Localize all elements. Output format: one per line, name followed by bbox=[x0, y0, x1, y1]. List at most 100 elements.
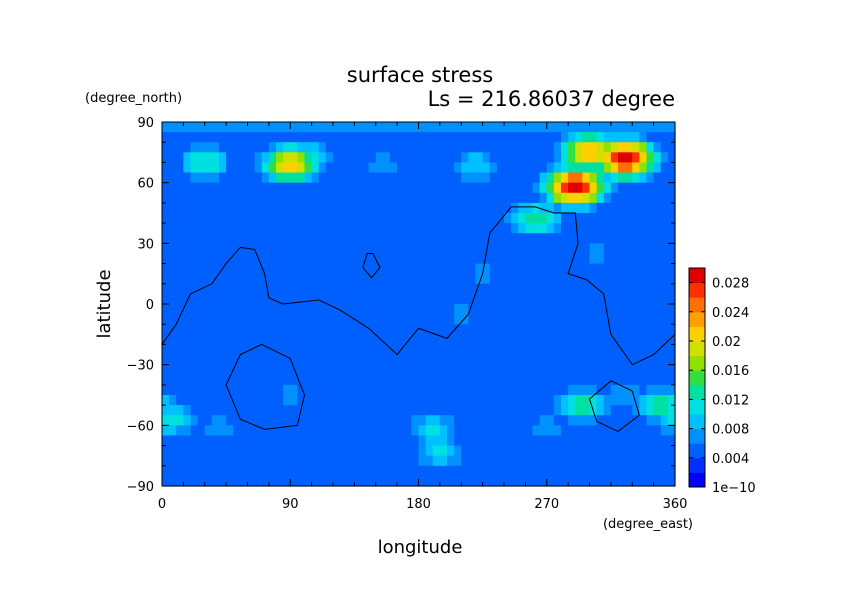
heatmap-cell bbox=[603, 405, 612, 416]
heatmap-cell bbox=[667, 142, 676, 153]
heatmap-cell bbox=[575, 475, 583, 487]
heatmap-cell bbox=[461, 172, 469, 184]
heatmap-cell bbox=[610, 192, 619, 204]
heatmap-cell bbox=[311, 293, 320, 305]
heatmap-cell bbox=[475, 273, 484, 285]
heatmap-cell bbox=[347, 122, 355, 133]
heatmap-cell bbox=[240, 283, 249, 295]
heatmap-cell bbox=[482, 465, 491, 477]
heatmap-cell bbox=[290, 415, 298, 426]
heatmap-cell bbox=[525, 162, 534, 174]
heatmap-cell bbox=[290, 263, 298, 275]
heatmap-cell bbox=[496, 202, 505, 214]
heatmap-cell bbox=[375, 122, 384, 133]
heatmap-cell bbox=[318, 202, 327, 214]
heatmap-cell bbox=[283, 475, 291, 487]
heatmap-cell bbox=[553, 152, 562, 164]
heatmap-cell bbox=[618, 263, 626, 275]
heatmap-cell bbox=[304, 364, 313, 376]
heatmap-cell bbox=[461, 122, 469, 133]
heatmap-cell bbox=[511, 162, 519, 174]
heatmap-cell bbox=[625, 405, 633, 416]
heatmap-cell bbox=[390, 475, 398, 487]
heatmap-cell bbox=[211, 283, 220, 295]
heatmap-cell bbox=[226, 354, 234, 366]
heatmap-cell bbox=[162, 142, 170, 153]
heatmap-cell bbox=[375, 455, 384, 467]
heatmap-cell bbox=[375, 395, 384, 406]
heatmap-cell bbox=[575, 334, 583, 346]
x-tick-label: 0 bbox=[158, 497, 166, 512]
heatmap-cell bbox=[461, 283, 469, 295]
heatmap-cell bbox=[176, 384, 184, 396]
heatmap-cell bbox=[525, 243, 534, 255]
heatmap-cell bbox=[247, 283, 256, 295]
heatmap-cell bbox=[568, 233, 576, 244]
heatmap-cell bbox=[411, 283, 420, 295]
heatmap-cell bbox=[311, 132, 320, 143]
heatmap-cell bbox=[169, 253, 177, 265]
heatmap-cell bbox=[568, 475, 576, 487]
heatmap-cell bbox=[632, 273, 640, 285]
heatmap-cell bbox=[197, 354, 206, 366]
heatmap-cell bbox=[589, 273, 598, 285]
heatmap-cell bbox=[653, 344, 662, 356]
heatmap-cell bbox=[190, 213, 199, 224]
heatmap-cell bbox=[176, 152, 184, 164]
heatmap-cell bbox=[468, 253, 477, 265]
heatmap-cell bbox=[532, 122, 541, 133]
heatmap-cell bbox=[439, 445, 448, 457]
heatmap-cell bbox=[297, 395, 306, 406]
heatmap-cell bbox=[518, 374, 526, 386]
heatmap-cell bbox=[504, 304, 512, 315]
heatmap-cell bbox=[411, 395, 420, 406]
heatmap-cell bbox=[639, 304, 648, 315]
heatmap-cell bbox=[468, 223, 477, 234]
heatmap-cell bbox=[390, 455, 398, 467]
heatmap-cell bbox=[240, 334, 249, 346]
heatmap-cell bbox=[162, 354, 170, 366]
heatmap-cell bbox=[204, 223, 213, 234]
heatmap-cell bbox=[553, 243, 562, 255]
heatmap-cell bbox=[404, 172, 412, 184]
heatmap-cell bbox=[539, 314, 548, 325]
heatmap-cell bbox=[276, 223, 284, 234]
heatmap-cell bbox=[304, 395, 313, 406]
heatmap-cell bbox=[176, 445, 184, 457]
heatmap-cell bbox=[347, 465, 355, 477]
heatmap-cell bbox=[561, 283, 569, 295]
heatmap-cell bbox=[468, 415, 477, 426]
heatmap-cell bbox=[390, 142, 398, 153]
heatmap-cell bbox=[418, 283, 427, 295]
heatmap-cell bbox=[411, 213, 420, 224]
heatmap-cell bbox=[575, 354, 583, 366]
heatmap-cell bbox=[582, 233, 591, 244]
heatmap-cell bbox=[176, 415, 184, 426]
heatmap-cell bbox=[204, 283, 213, 295]
heatmap-cell bbox=[454, 465, 462, 477]
heatmap-cell bbox=[347, 354, 355, 366]
heatmap-cell bbox=[589, 223, 598, 234]
heatmap-cell bbox=[603, 253, 612, 265]
heatmap-cell bbox=[297, 283, 306, 295]
heatmap-cell bbox=[603, 223, 612, 234]
heatmap-cell bbox=[226, 324, 234, 335]
heatmap-cell bbox=[268, 435, 277, 447]
heatmap-cell bbox=[518, 283, 526, 295]
heatmap-cell bbox=[176, 304, 184, 315]
heatmap-cell bbox=[618, 223, 626, 234]
heatmap-cell bbox=[219, 334, 227, 346]
heatmap-cell bbox=[496, 364, 505, 376]
heatmap-cell bbox=[176, 475, 184, 487]
heatmap-cell bbox=[575, 374, 583, 386]
heatmap-cell bbox=[176, 172, 184, 184]
heatmap-cell bbox=[553, 475, 562, 487]
heatmap-cell bbox=[211, 364, 220, 376]
heatmap-cell bbox=[618, 324, 626, 335]
heatmap-cell bbox=[254, 334, 263, 346]
heatmap-cell bbox=[333, 273, 341, 285]
heatmap-cell bbox=[333, 182, 341, 194]
heatmap-cell bbox=[667, 455, 676, 467]
heatmap-cell bbox=[247, 475, 256, 487]
heatmap-cell bbox=[447, 445, 455, 457]
